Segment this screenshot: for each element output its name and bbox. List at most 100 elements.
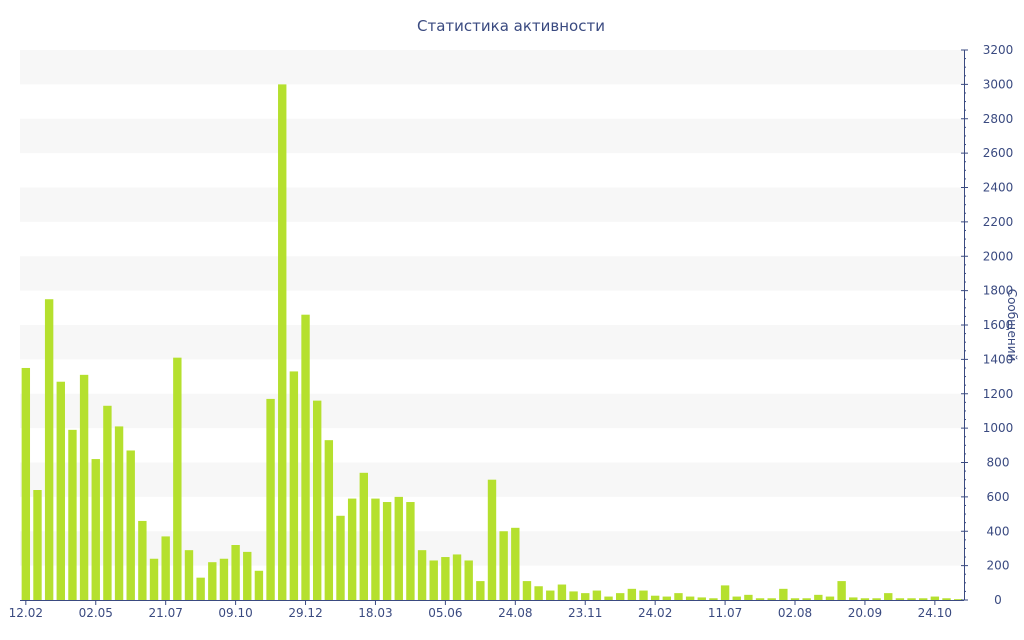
- bar: [79, 374, 89, 600]
- bar: [196, 577, 205, 600]
- bar: [779, 588, 788, 600]
- x-tick-label: 23.11: [568, 606, 602, 620]
- bar: [825, 596, 835, 600]
- bar: [942, 598, 951, 600]
- x-tick-label: 05.06: [428, 606, 462, 620]
- x-tick-label: 24.10: [918, 606, 952, 620]
- bar: [569, 591, 578, 600]
- bar: [347, 498, 357, 600]
- bar: [720, 585, 730, 600]
- bar: [581, 593, 590, 601]
- bar: [534, 586, 543, 600]
- chart-title: Статистика активности: [417, 17, 605, 35]
- x-tick-label: 29.12: [288, 606, 322, 620]
- y-tick-label: 1600: [983, 318, 1014, 332]
- bar: [464, 560, 473, 600]
- bar: [406, 502, 415, 600]
- bar: [114, 426, 124, 600]
- bar: [289, 371, 299, 600]
- bar: [371, 498, 380, 600]
- bar: [103, 405, 112, 600]
- bar: [511, 527, 520, 600]
- x-tick-label: 09.10: [218, 606, 252, 620]
- bar: [278, 84, 287, 601]
- y-tick-label: 2000: [983, 249, 1014, 263]
- y-tick-label: 2200: [983, 215, 1014, 229]
- y-axis-label: Сообщений: [1005, 289, 1019, 362]
- bar: [208, 562, 217, 600]
- grid-band: [20, 325, 964, 360]
- bar: [441, 557, 450, 600]
- bar: [254, 570, 264, 600]
- y-tick-label: 2800: [983, 112, 1014, 126]
- bar: [33, 490, 42, 600]
- x-tick-label: 18.03: [358, 606, 392, 620]
- bar: [837, 581, 846, 600]
- bar: [650, 595, 660, 600]
- y-tick-label: 400: [987, 524, 1010, 538]
- x-tick-label: 20.09: [848, 606, 882, 620]
- bar: [173, 357, 182, 600]
- bar: [452, 554, 462, 600]
- bar: [231, 545, 240, 600]
- y-tick-label: 2600: [983, 146, 1014, 160]
- bar: [429, 560, 438, 600]
- y-tick-label: 1400: [983, 352, 1014, 366]
- y-tick-label: 200: [987, 559, 1010, 573]
- bar: [685, 596, 695, 600]
- bar: [301, 314, 310, 600]
- bar: [557, 584, 567, 600]
- grid-band: [20, 256, 964, 291]
- bar: [616, 593, 625, 601]
- x-tick-label: 02.05: [79, 606, 113, 620]
- bar: [802, 598, 811, 600]
- x-tick-label: 12.02: [9, 606, 43, 620]
- bar: [546, 590, 555, 600]
- bar: [68, 429, 77, 600]
- bar: [487, 479, 497, 600]
- x-tick-label: 11.07: [708, 606, 742, 620]
- bar: [138, 520, 147, 600]
- x-axis: 12.02 02.05 21.07 09.10 29.12 18.03 05.06 24.08…: [9, 600, 964, 620]
- bar: [312, 400, 322, 601]
- grid-band: [20, 50, 964, 85]
- y-tick-label: 600: [987, 490, 1010, 504]
- bar: [709, 598, 718, 600]
- bar: [382, 502, 392, 600]
- bar: [394, 496, 403, 601]
- x-tick-label: 24.02: [638, 606, 672, 620]
- bar: [44, 299, 54, 600]
- y-tick-label: 2400: [983, 181, 1014, 195]
- bar: [243, 551, 252, 601]
- bar: [21, 367, 31, 600]
- bar: [953, 599, 963, 600]
- y-tick-label: 800: [987, 456, 1010, 470]
- bar: [359, 472, 368, 600]
- bar: [149, 558, 159, 600]
- bar: [219, 558, 229, 600]
- bar: [324, 440, 334, 600]
- bar: [161, 536, 170, 600]
- bar: [336, 515, 345, 600]
- bar: [732, 596, 741, 600]
- bar: [674, 593, 683, 601]
- bar: [895, 598, 905, 600]
- bar: [744, 594, 753, 600]
- x-tick-label: 24.08: [498, 606, 532, 620]
- bar: [814, 594, 823, 600]
- bar: [860, 598, 870, 600]
- grid-band: [20, 118, 964, 154]
- y-tick-label: 1800: [983, 284, 1014, 298]
- bar: [639, 590, 648, 600]
- bar: [266, 398, 275, 600]
- y-tick-label: 1200: [983, 387, 1014, 401]
- background-bands: [20, 50, 964, 566]
- bar: [91, 459, 100, 600]
- bar: [56, 381, 65, 600]
- y-tick-label: 1000: [983, 421, 1014, 435]
- bar: [755, 598, 765, 600]
- bar: [849, 597, 858, 600]
- y-tick-label: 0: [994, 593, 1002, 607]
- bar: [872, 598, 881, 600]
